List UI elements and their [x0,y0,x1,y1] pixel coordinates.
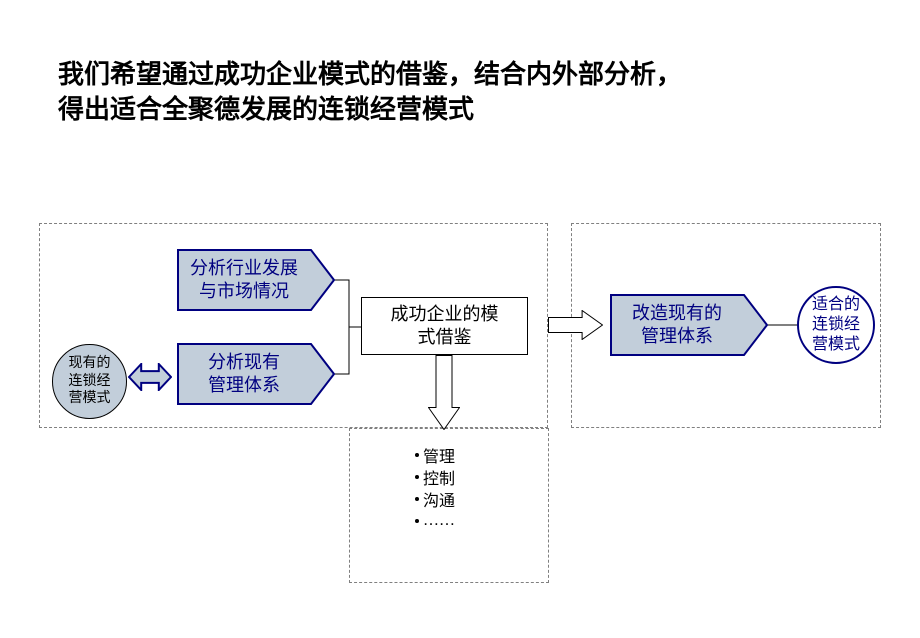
pentagon-top: 分析行业发展与市场情况 [177,249,311,311]
circle-suitable-model: 适合的连锁经营模式 [797,286,875,364]
right-arrow-icon [548,310,603,340]
bullet-dot-icon [415,497,419,501]
bullet-item-label: 管理 [423,443,455,467]
pentagon-bottom: 分析现有管理体系 [177,343,311,405]
center-rect-label: 成功企业的模式借鉴 [391,303,499,350]
bullet-item: 沟通 [415,488,455,510]
bullet-dot-icon [415,475,419,479]
bullet-list: 管理 控制 沟通 …… [415,444,455,532]
bullet-dot-icon [415,519,419,523]
circle-suitable-model-label: 适合的连锁经营模式 [812,295,860,355]
bullet-item: …… [415,510,455,532]
bullet-item-label: 沟通 [423,487,455,511]
bullet-dot-icon [415,453,419,457]
pentagon-right: 改造现有的管理体系 [610,294,744,356]
circle-existing-model-label: 现有的连锁经营模式 [69,355,111,408]
line-to-circle [767,323,798,327]
pentagon-top-label: 分析行业发展与市场情况 [190,257,298,304]
bullet-item: 控制 [415,466,455,488]
bullet-item-label: …… [423,512,455,530]
double-arrow-icon [128,363,172,391]
pentagon-bottom-label: 分析现有管理体系 [208,351,280,398]
merge-connector [334,279,362,375]
circle-existing-model: 现有的连锁经营模式 [52,344,127,419]
bullet-item: 管理 [415,444,455,466]
bullet-item-label: 控制 [423,465,455,489]
down-arrow-icon [428,355,460,430]
page-title: 我们希望通过成功企业模式的借鉴，结合内外部分析，得出适合全聚德发展的连锁经营模式 [58,57,682,127]
pentagon-right-label: 改造现有的管理体系 [632,302,722,349]
center-rect: 成功企业的模式借鉴 [361,297,528,355]
